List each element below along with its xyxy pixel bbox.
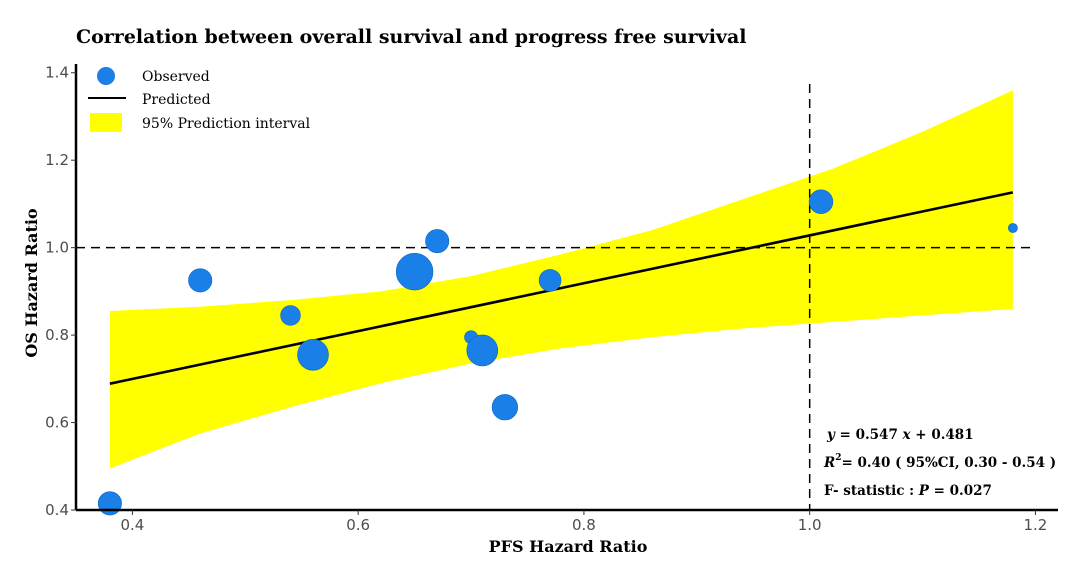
y-tick-label: 0.4 — [45, 501, 69, 519]
y-tick-label: 1.2 — [45, 151, 69, 169]
x-axis-title: PFS Hazard Ratio — [489, 537, 648, 556]
observed-point-2 — [188, 268, 213, 293]
legend-interval-marker — [90, 113, 122, 132]
x-tick-label: 1.0 — [798, 516, 822, 534]
p-value: = 0.027 — [929, 483, 992, 499]
equation-annotation: y = 0.547 x + 0.481 — [826, 427, 974, 443]
observed-point-3 — [280, 305, 301, 326]
prediction-interval-band — [109, 90, 1013, 469]
legend-interval-label: 95% Prediction interval — [142, 116, 311, 132]
legend-predicted-label: Predicted — [142, 92, 211, 108]
y-tick-label: 0.6 — [45, 414, 69, 432]
x-tick-label: 0.8 — [572, 516, 596, 534]
observed-point-11 — [808, 189, 834, 214]
r-squared-annotation: R2= 0.40 ( 95%CI, 0.30 - 0.54 ) — [823, 453, 1056, 471]
f-stat-label: F- statistic : — [824, 483, 919, 499]
y-tick-label: 0.8 — [45, 326, 69, 344]
legend-observed-marker — [97, 67, 115, 85]
axes — [74, 64, 1058, 512]
x-tick-label: 0.4 — [121, 516, 145, 534]
observed-point-5 — [395, 253, 434, 291]
legend-observed-label: Observed — [142, 69, 210, 85]
x-tick-label: 1.2 — [1023, 516, 1047, 534]
observed-point-1 — [97, 491, 122, 516]
observed-point-12 — [1008, 223, 1018, 233]
observed-point-8 — [466, 334, 499, 367]
regression-line-path — [109, 191, 1014, 385]
f-statistic-annotation: F- statistic : P = 0.027 — [824, 483, 992, 499]
r2-symbol: R — [823, 455, 835, 471]
observed-point-4 — [297, 338, 329, 371]
y-tick-label: 1.0 — [45, 239, 69, 257]
legend: Observed Predicted 95% Prediction interv… — [88, 67, 311, 132]
equation-intercept: + 0.481 — [911, 427, 974, 443]
observed-point-10 — [538, 269, 562, 292]
y-tick-label: 1.4 — [45, 64, 69, 82]
regression-line — [109, 191, 1014, 385]
prediction-interval-area — [109, 90, 1013, 469]
x-tick-label: 0.6 — [346, 516, 370, 534]
equation-slope: = 0.547 — [835, 427, 903, 443]
y-axis-ticks: 0.4 0.6 0.8 1.0 1.2 1.4 — [45, 64, 76, 519]
p-symbol: P — [918, 483, 930, 499]
y-axis-title: OS Hazard Ratio — [22, 208, 41, 358]
observed-point-6 — [425, 229, 450, 254]
statistics-annotation: y = 0.547 x + 0.481 R2= 0.40 ( 95%CI, 0.… — [823, 427, 1056, 499]
reference-lines — [76, 84, 1035, 510]
r2-value: = 0.40 ( 95%CI, 0.30 - 0.54 ) — [842, 455, 1057, 471]
observed-points — [97, 189, 1018, 516]
equation-y: y — [826, 427, 836, 443]
equation-x: x — [902, 427, 912, 443]
x-axis-ticks: 0.4 0.6 0.8 1.0 1.2 — [121, 510, 1047, 534]
observed-point-9 — [491, 394, 519, 421]
r2-superscript: 2 — [835, 453, 841, 463]
chart-title: Correlation between overall survival and… — [76, 26, 746, 48]
